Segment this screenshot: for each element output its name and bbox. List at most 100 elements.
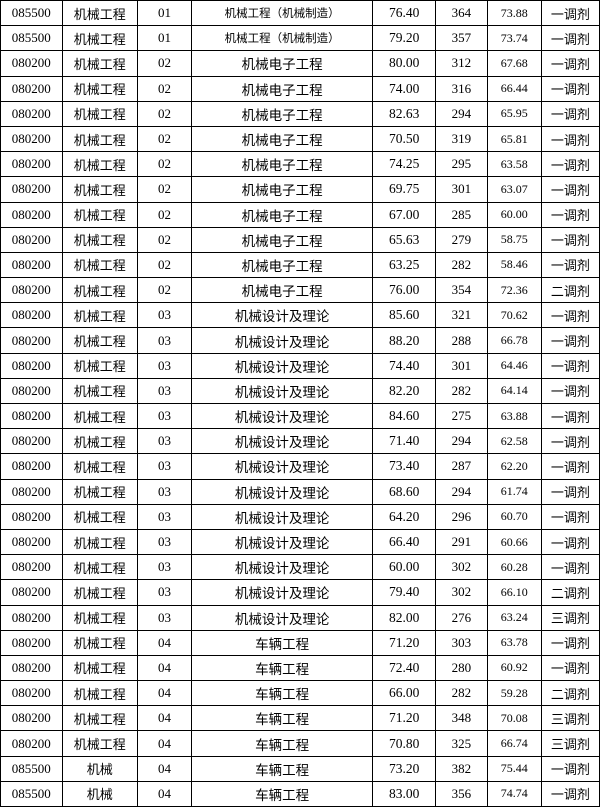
table-row: 080200机械工程02机械电子工程67.0028560.00一调剂 (1, 202, 600, 227)
cell-score2: 294 (435, 429, 487, 454)
cell-score3: 61.74 (487, 479, 541, 504)
cell-subcode: 03 (138, 479, 192, 504)
cell-direction: 车辆工程 (192, 681, 373, 706)
table-row: 080200机械工程03机械设计及理论64.2029660.70一调剂 (1, 504, 600, 529)
cell-type: 三调剂 (541, 731, 599, 756)
cell-score3: 65.95 (487, 101, 541, 126)
cell-code: 080200 (1, 303, 63, 328)
cell-score1: 70.50 (373, 126, 436, 151)
cell-score2: 301 (435, 177, 487, 202)
table-row: 080200机械工程03机械设计及理论85.6032170.62一调剂 (1, 303, 600, 328)
cell-major: 机械工程 (62, 580, 138, 605)
cell-subcode: 04 (138, 655, 192, 680)
cell-direction: 机械电子工程 (192, 202, 373, 227)
cell-direction: 机械电子工程 (192, 227, 373, 252)
cell-type: 三调剂 (541, 605, 599, 630)
cell-type: 一调剂 (541, 328, 599, 353)
cell-score2: 294 (435, 479, 487, 504)
cell-type: 一调剂 (541, 126, 599, 151)
cell-score2: 276 (435, 605, 487, 630)
cell-score3: 58.75 (487, 227, 541, 252)
cell-direction: 机械设计及理论 (192, 529, 373, 554)
table-row: 085500机械工程01机械工程（机械制造）76.4036473.88一调剂 (1, 1, 600, 26)
cell-score1: 85.60 (373, 303, 436, 328)
cell-direction: 机械设计及理论 (192, 429, 373, 454)
cell-score2: 285 (435, 202, 487, 227)
cell-direction: 机械设计及理论 (192, 328, 373, 353)
cell-direction: 机械设计及理论 (192, 303, 373, 328)
cell-score3: 58.46 (487, 252, 541, 277)
cell-subcode: 02 (138, 177, 192, 202)
cell-major: 机械工程 (62, 278, 138, 303)
cell-code: 080200 (1, 404, 63, 429)
cell-code: 085500 (1, 1, 63, 26)
cell-score3: 64.46 (487, 353, 541, 378)
cell-type: 一调剂 (541, 353, 599, 378)
cell-direction: 机械设计及理论 (192, 454, 373, 479)
cell-subcode: 02 (138, 152, 192, 177)
cell-score3: 73.74 (487, 26, 541, 51)
cell-score3: 70.62 (487, 303, 541, 328)
cell-type: 一调剂 (541, 479, 599, 504)
cell-direction: 机械电子工程 (192, 51, 373, 76)
cell-subcode: 01 (138, 1, 192, 26)
cell-direction: 机械设计及理论 (192, 580, 373, 605)
cell-type: 一调剂 (541, 756, 599, 781)
cell-code: 080200 (1, 152, 63, 177)
cell-code: 080200 (1, 429, 63, 454)
cell-score1: 73.40 (373, 454, 436, 479)
cell-direction: 机械电子工程 (192, 252, 373, 277)
cell-subcode: 02 (138, 51, 192, 76)
table-row: 080200机械工程02机械电子工程74.0031666.44一调剂 (1, 76, 600, 101)
cell-score3: 72.36 (487, 278, 541, 303)
cell-type: 一调剂 (541, 655, 599, 680)
table-row: 080200机械工程04车辆工程66.0028259.28二调剂 (1, 681, 600, 706)
cell-score1: 84.60 (373, 404, 436, 429)
cell-score1: 82.00 (373, 605, 436, 630)
cell-type: 二调剂 (541, 681, 599, 706)
cell-direction: 机械设计及理论 (192, 479, 373, 504)
cell-major: 机械工程 (62, 1, 138, 26)
cell-major: 机械工程 (62, 152, 138, 177)
cell-major: 机械工程 (62, 202, 138, 227)
cell-direction: 机械设计及理论 (192, 504, 373, 529)
cell-code: 080200 (1, 454, 63, 479)
cell-score3: 66.78 (487, 328, 541, 353)
cell-score3: 62.20 (487, 454, 541, 479)
cell-score1: 74.25 (373, 152, 436, 177)
cell-type: 一调剂 (541, 504, 599, 529)
cell-type: 一调剂 (541, 101, 599, 126)
table-row: 080200机械工程03机械设计及理论84.6027563.88一调剂 (1, 404, 600, 429)
cell-direction: 机械电子工程 (192, 278, 373, 303)
cell-code: 085500 (1, 756, 63, 781)
cell-code: 080200 (1, 353, 63, 378)
cell-score3: 60.28 (487, 555, 541, 580)
cell-score1: 79.20 (373, 26, 436, 51)
cell-direction: 机械电子工程 (192, 152, 373, 177)
cell-score3: 60.70 (487, 504, 541, 529)
cell-score3: 63.58 (487, 152, 541, 177)
cell-major: 机械工程 (62, 605, 138, 630)
cell-direction: 机械电子工程 (192, 76, 373, 101)
cell-score2: 291 (435, 529, 487, 554)
cell-subcode: 04 (138, 681, 192, 706)
cell-major: 机械工程 (62, 303, 138, 328)
cell-score3: 66.44 (487, 76, 541, 101)
cell-score1: 83.00 (373, 781, 436, 806)
cell-direction: 机械设计及理论 (192, 353, 373, 378)
table-row: 080200机械工程04车辆工程72.4028060.92一调剂 (1, 655, 600, 680)
cell-major: 机械工程 (62, 404, 138, 429)
cell-subcode: 02 (138, 76, 192, 101)
cell-score2: 287 (435, 454, 487, 479)
table-row: 080200机械工程03机械设计及理论68.6029461.74一调剂 (1, 479, 600, 504)
cell-subcode: 03 (138, 303, 192, 328)
cell-code: 080200 (1, 76, 63, 101)
cell-score3: 73.88 (487, 1, 541, 26)
cell-subcode: 02 (138, 126, 192, 151)
cell-type: 一调剂 (541, 76, 599, 101)
cell-score2: 301 (435, 353, 487, 378)
cell-score1: 63.25 (373, 252, 436, 277)
cell-major: 机械工程 (62, 51, 138, 76)
cell-code: 085500 (1, 781, 63, 806)
cell-score1: 73.20 (373, 756, 436, 781)
